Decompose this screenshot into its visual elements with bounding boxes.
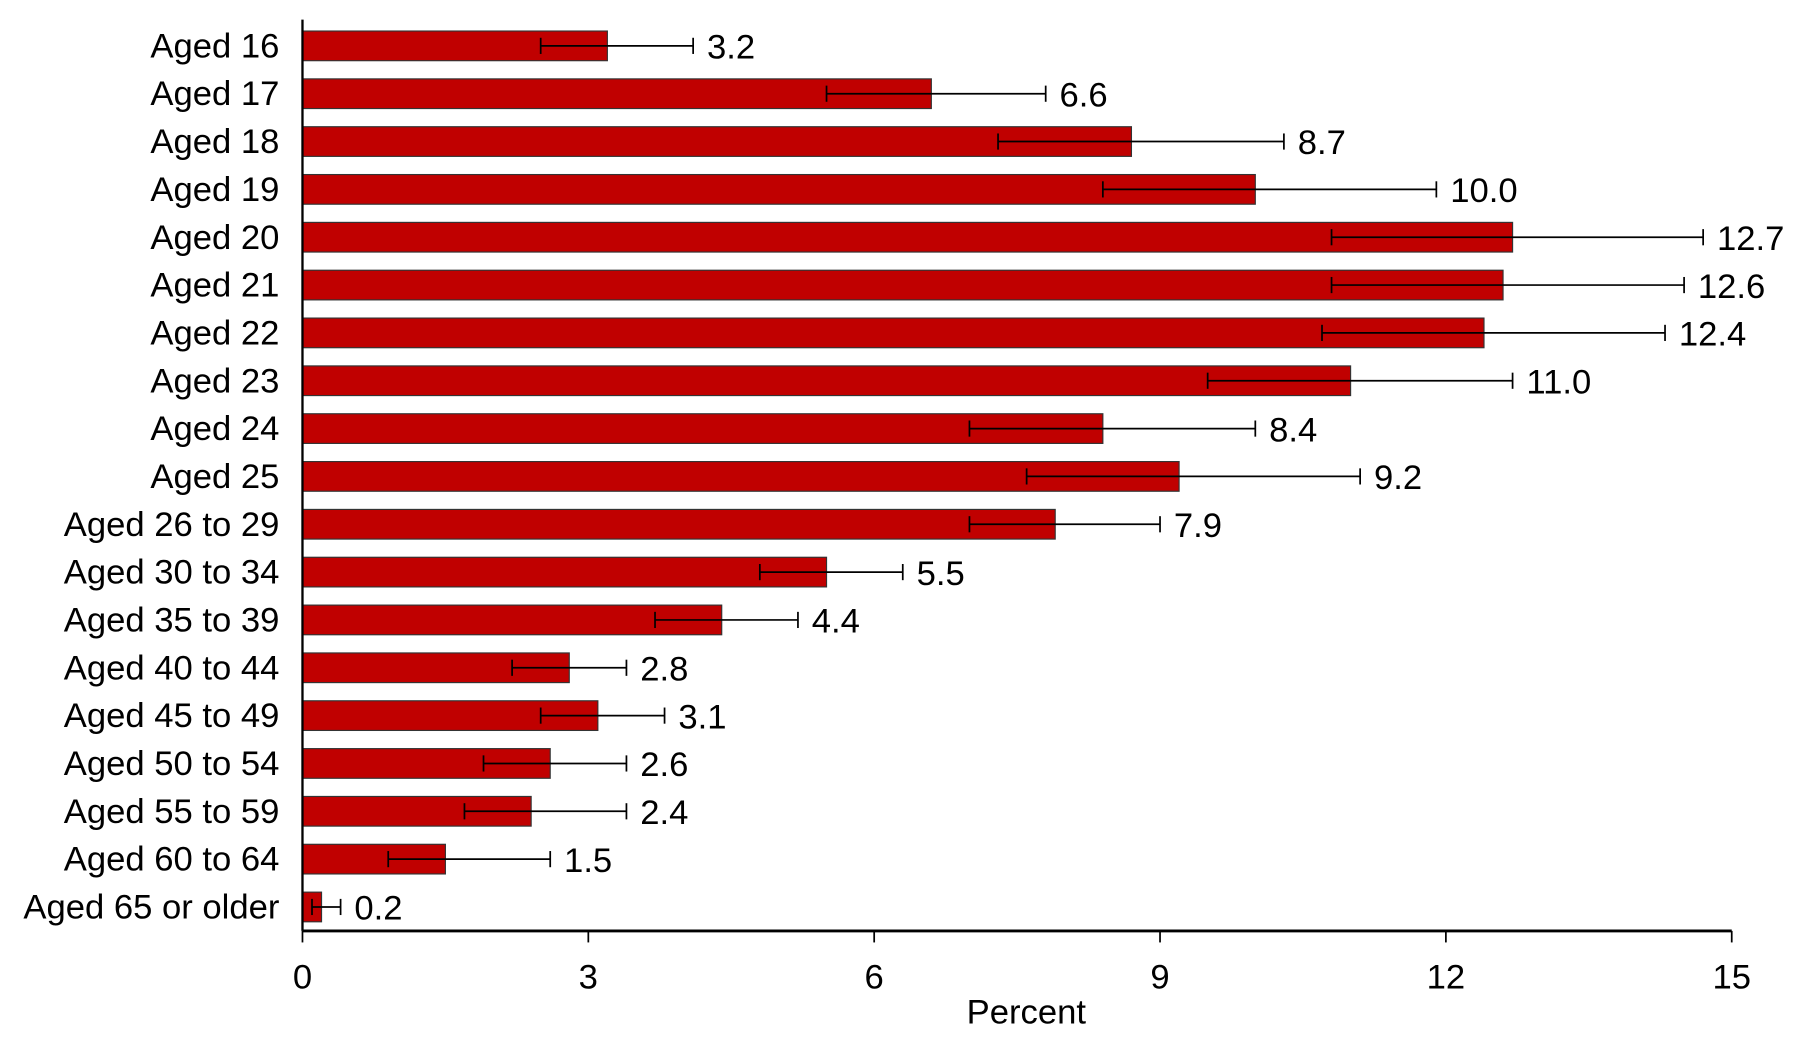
category-label: Aged 50 to 54 bbox=[64, 745, 280, 783]
category-label: Aged 20 bbox=[150, 219, 279, 257]
data-label: 10.0 bbox=[1450, 172, 1517, 210]
category-label: Aged 22 bbox=[150, 314, 279, 352]
bar bbox=[301, 508, 1056, 540]
data-label: 9.2 bbox=[1374, 459, 1422, 497]
data-label: 3.1 bbox=[678, 698, 726, 736]
x-axis-label: Percent bbox=[967, 993, 1087, 1031]
data-label: 6.6 bbox=[1060, 76, 1108, 114]
data-label: 8.7 bbox=[1298, 124, 1346, 162]
bar bbox=[301, 317, 1485, 349]
data-label: 1.5 bbox=[564, 842, 612, 880]
x-tick-label: 9 bbox=[1150, 959, 1169, 997]
category-label: Aged 16 bbox=[150, 27, 279, 65]
category-label: Aged 19 bbox=[150, 171, 279, 209]
bars-layer: Aged 16 3.2 Aged 17 6.6 Aged 18 8.7 Aged 19 10.… bbox=[23, 27, 1784, 927]
data-label: 3.2 bbox=[707, 29, 755, 67]
data-label: 12.7 bbox=[1717, 220, 1784, 258]
bar bbox=[301, 173, 1256, 205]
bar bbox=[301, 604, 723, 636]
category-label: Aged 18 bbox=[150, 123, 279, 161]
data-label: 0.2 bbox=[354, 890, 402, 928]
category-label: Aged 65 or older bbox=[23, 889, 279, 927]
category-label: Aged 23 bbox=[150, 362, 279, 400]
data-label: 7.9 bbox=[1174, 507, 1222, 545]
axes-layer: 0 3 6 9 12 15 bbox=[293, 19, 1751, 997]
x-tick-label: 3 bbox=[579, 959, 598, 997]
data-label: 4.4 bbox=[812, 603, 860, 641]
bar bbox=[301, 556, 828, 588]
category-label: Aged 35 to 39 bbox=[64, 601, 280, 639]
bar bbox=[301, 269, 1504, 301]
data-label: 2.8 bbox=[640, 650, 688, 688]
category-label: Aged 55 to 59 bbox=[64, 793, 280, 831]
category-label: Aged 21 bbox=[150, 267, 279, 305]
x-tick-label: 15 bbox=[1712, 959, 1751, 997]
data-label: 2.6 bbox=[640, 746, 688, 784]
x-tick-label: 12 bbox=[1427, 959, 1466, 997]
bar bbox=[301, 365, 1352, 397]
category-label: Aged 30 to 34 bbox=[64, 554, 280, 592]
category-label: Aged 45 to 49 bbox=[64, 697, 280, 735]
data-label: 11.0 bbox=[1526, 363, 1591, 401]
category-label: Aged 24 bbox=[150, 410, 279, 448]
data-label: 8.4 bbox=[1269, 411, 1317, 449]
bar bbox=[301, 221, 1514, 253]
data-label: 12.4 bbox=[1679, 316, 1746, 354]
data-label: 2.4 bbox=[640, 794, 688, 832]
data-label: 12.6 bbox=[1698, 268, 1765, 306]
category-label: Aged 26 to 29 bbox=[64, 506, 280, 544]
category-label: Aged 25 bbox=[150, 458, 279, 496]
data-label: 5.5 bbox=[917, 555, 965, 593]
category-label: Aged 40 to 44 bbox=[64, 649, 280, 687]
x-tick-label: 6 bbox=[865, 959, 884, 997]
category-label: Aged 60 to 64 bbox=[64, 841, 280, 879]
category-label: Aged 17 bbox=[150, 75, 279, 113]
x-tick-label: 0 bbox=[293, 959, 312, 997]
